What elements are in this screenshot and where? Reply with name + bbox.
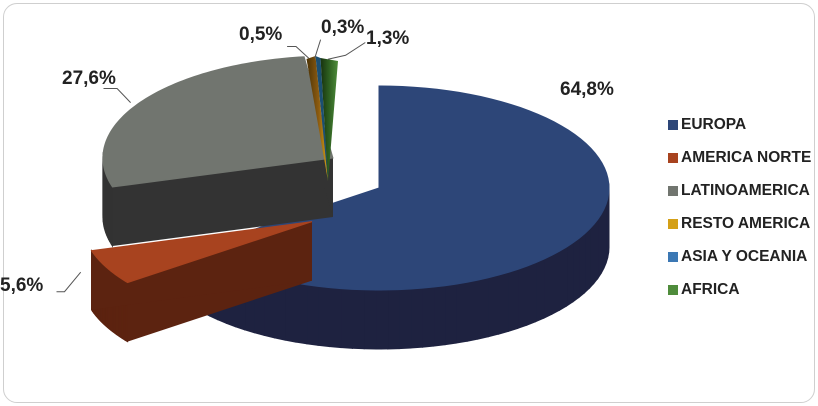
- svg-text:0,3%: 0,3%: [321, 17, 364, 38]
- svg-text:ASIA Y OCEANIA: ASIA Y OCEANIA: [681, 248, 807, 265]
- svg-text:5,6%: 5,6%: [0, 275, 43, 296]
- svg-text:EUROPA: EUROPA: [681, 116, 746, 133]
- svg-text:AFRICA: AFRICA: [681, 281, 740, 298]
- svg-text:64,8%: 64,8%: [560, 79, 614, 100]
- svg-text:AMERICA NORTE: AMERICA NORTE: [681, 149, 811, 166]
- svg-text:0,5%: 0,5%: [239, 24, 282, 45]
- svg-text:27,6%: 27,6%: [62, 68, 116, 89]
- svg-text:LATINOAMERICA: LATINOAMERICA: [681, 182, 810, 199]
- svg-text:RESTO AMERICA: RESTO AMERICA: [681, 215, 810, 232]
- svg-text:1,3%: 1,3%: [366, 28, 409, 49]
